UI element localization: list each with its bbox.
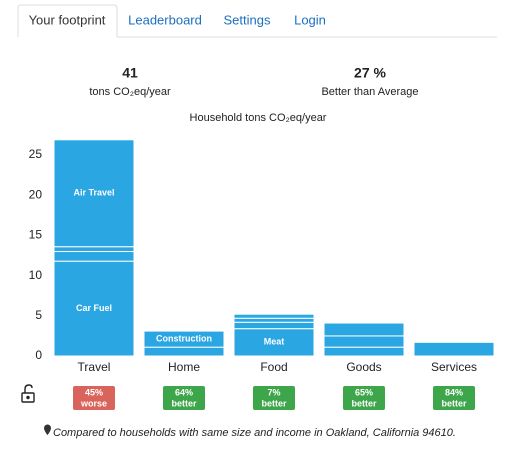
stat-label: Better than Average [321,86,418,98]
bar-segment [233,317,315,323]
badge [163,386,205,410]
bar-segment [53,251,135,262]
badge-percent: 64% [175,387,193,397]
active-tab[interactable] [17,4,118,37]
tab[interactable]: Your footprint [29,12,106,27]
bar-segment [323,346,405,357]
badge [343,386,385,410]
stat-value: 41 [122,65,138,81]
bar-segment [53,260,135,357]
bar-segment [323,322,405,337]
badge-percent: 65% [355,387,373,397]
y-tick-label: 25 [29,147,43,161]
lock-icon[interactable] [21,384,35,403]
x-tick-label: Services [431,360,477,374]
badge [253,386,295,410]
bar-segment [413,341,495,357]
segment-label: Meat [264,337,285,347]
y-tick-label: 5 [35,308,42,322]
badge-text: better [171,398,197,408]
tab[interactable]: Login [294,12,326,27]
stat-label: tons CO₂eq/year [89,86,171,98]
bar-segment [233,328,315,357]
y-tick-label: 15 [29,228,43,242]
tab[interactable]: Leaderboard [128,12,202,27]
segment-label: Air Travel [73,188,114,198]
segment-label: Car Fuel [76,303,112,313]
badge [433,386,475,410]
badge-percent: 84% [445,387,463,397]
badge [73,386,115,410]
bar-segment [233,321,315,330]
y-tick-label: 20 [29,187,43,201]
pin-icon [44,424,51,435]
x-tick-label: Goods [346,360,381,374]
x-tick-label: Travel [78,360,111,374]
bar-segment [143,346,225,357]
badge-percent: 45% [85,387,103,397]
y-tick-label: 0 [35,348,42,362]
bar-segment [143,330,225,348]
x-tick-label: Food [260,360,287,374]
badge-text: worse [80,398,107,408]
footnote: Compared to households with same size an… [53,427,456,439]
badge-percent: 7% [267,387,280,397]
y-tick-label: 10 [29,268,43,282]
badge-text: better [351,398,377,408]
badge-text: better [441,398,467,408]
bar-segment [53,139,135,248]
x-tick-label: Home [168,360,200,374]
tab[interactable]: Settings [224,12,271,27]
bar-segment [323,335,405,348]
badge-text: better [261,398,287,408]
segment-label: Construction [156,333,212,343]
stat-value: 27 % [354,65,386,81]
bar-segment [233,313,315,319]
chart-title: Household tons CO₂eq/year [190,112,327,124]
bar-segment [53,246,135,253]
